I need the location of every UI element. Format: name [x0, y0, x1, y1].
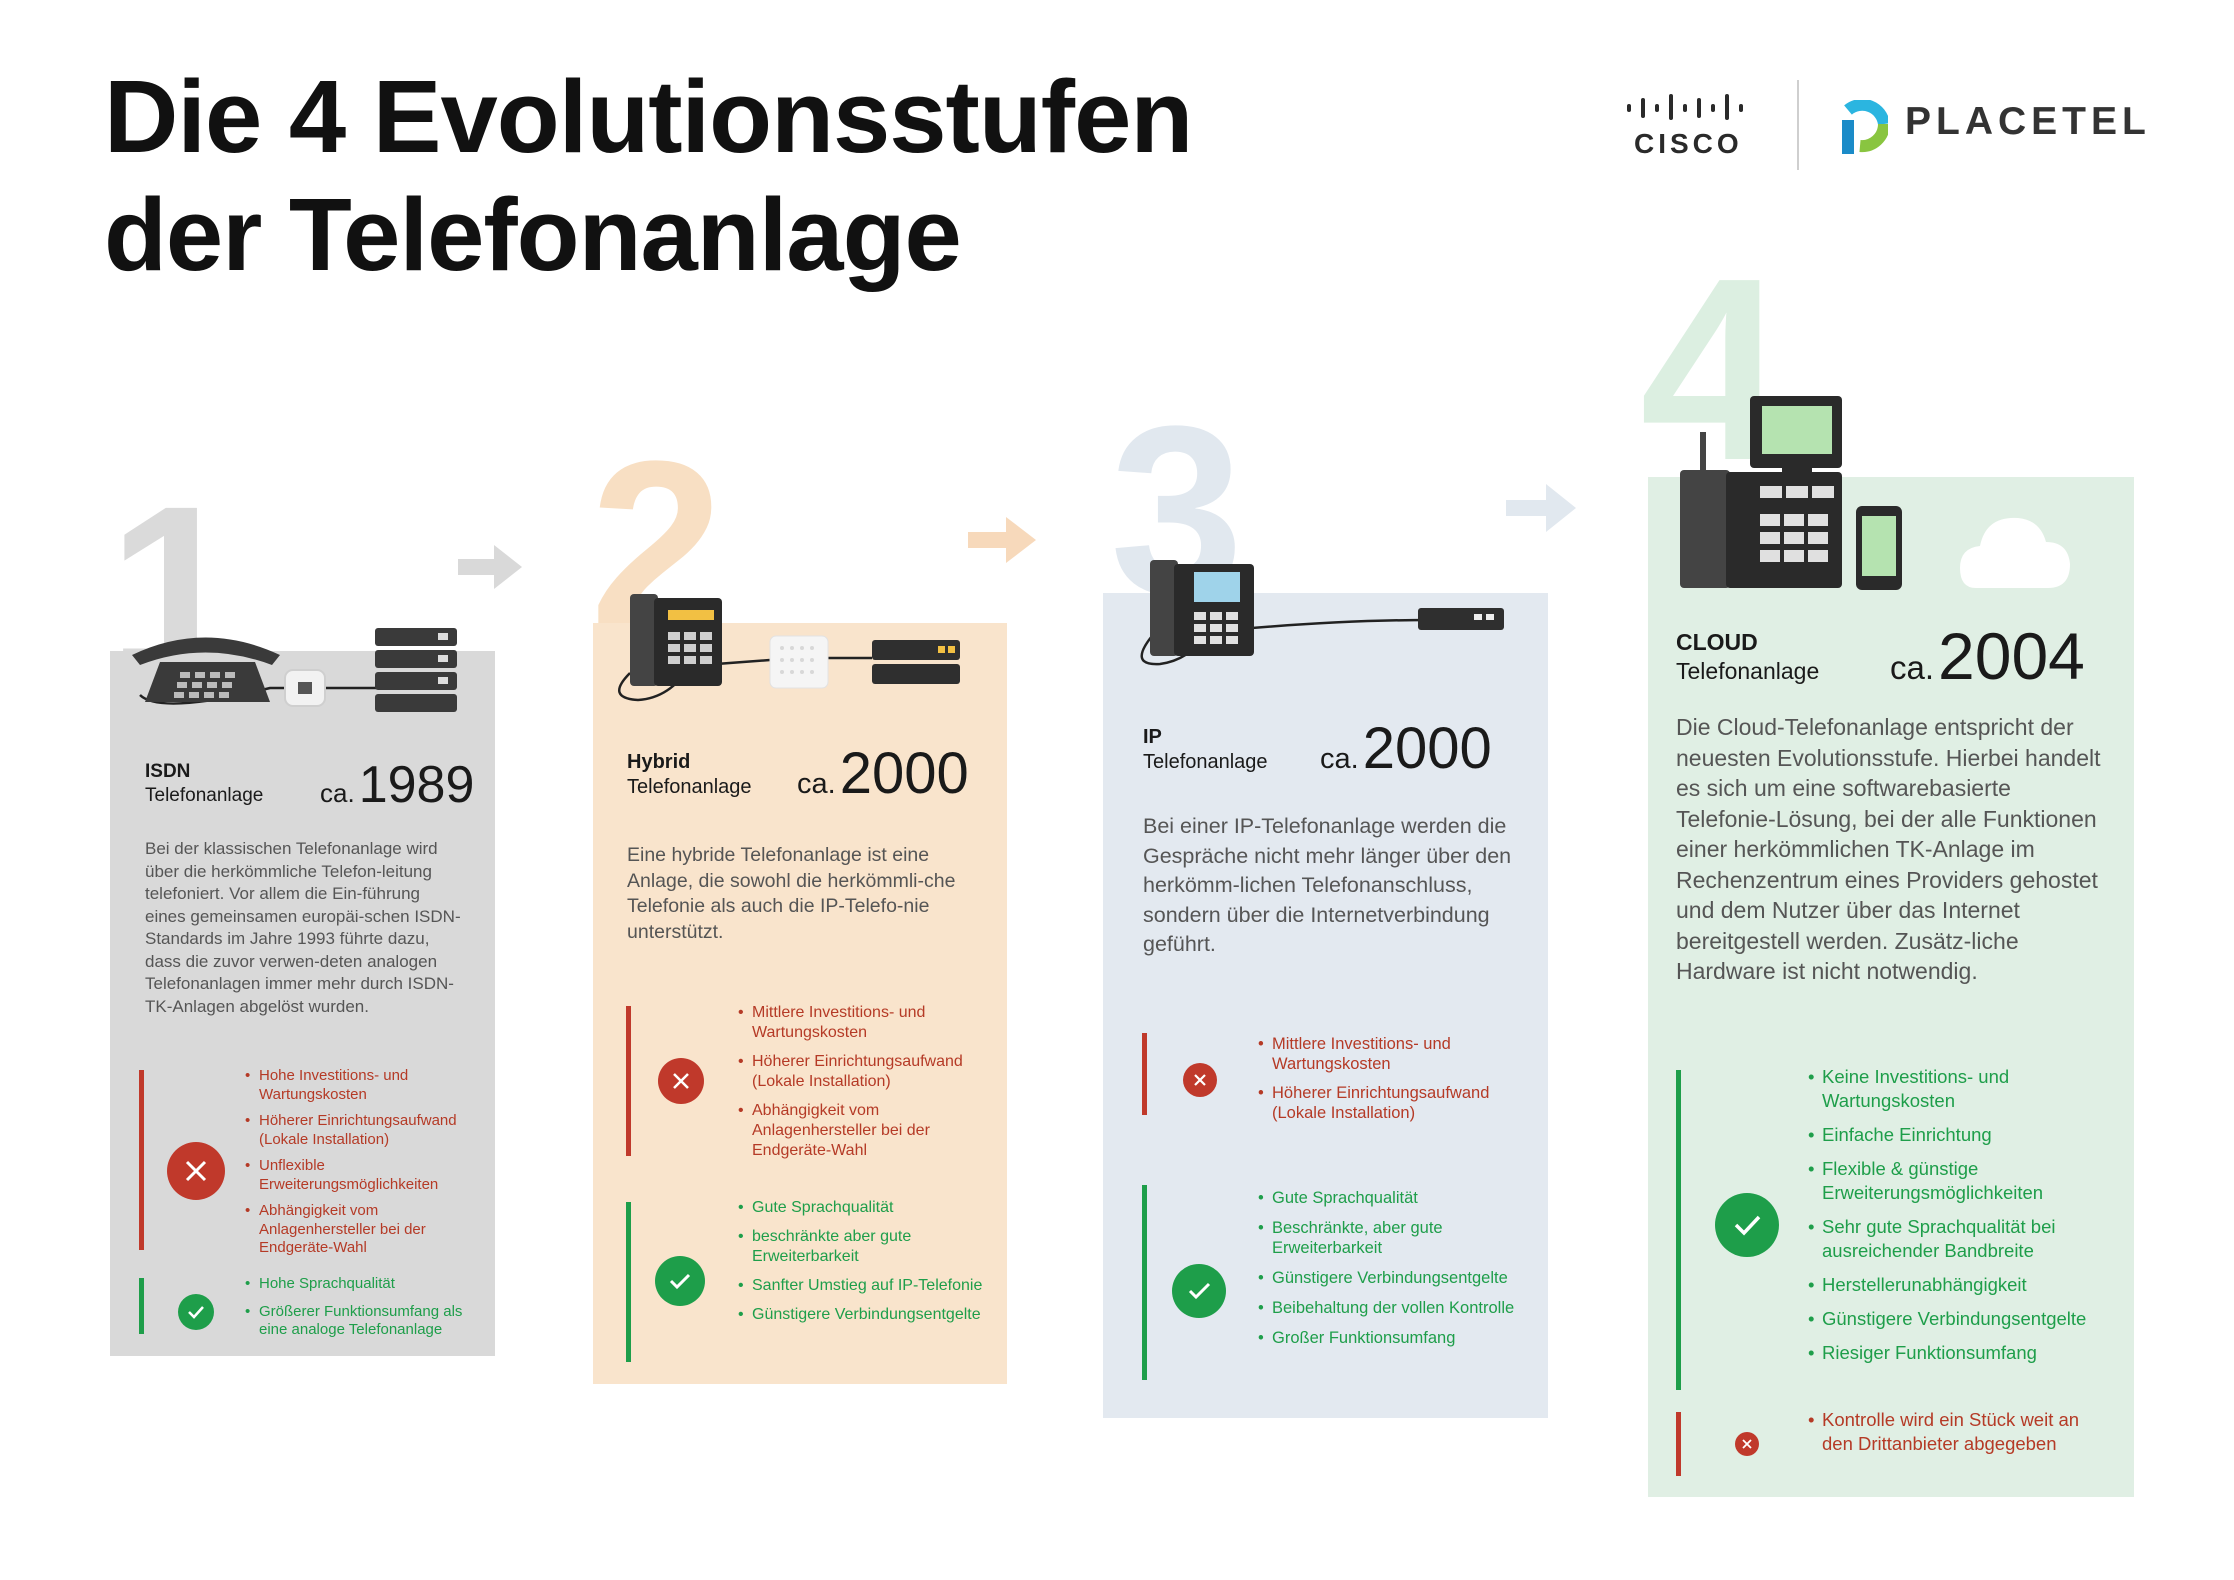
stage-1-pros: Hohe Sprachqualität Größerer Funktionsum… [245, 1275, 485, 1340]
cons-bar [1676, 1412, 1681, 1476]
stage-2-description: Eine hybride Telefonanlage ist eine Anla… [627, 844, 956, 943]
pros-bar [1142, 1185, 1147, 1380]
ca-prefix: ca. [320, 778, 355, 808]
pro-item: Beibehaltung der vollen Kontrolle [1258, 1298, 1528, 1318]
checkmark-icon [1172, 1264, 1226, 1318]
stage-1-year: ca.1989 [320, 755, 474, 815]
stage-1-cons: Hohe Investitions- und Wartungskosten Hö… [245, 1067, 485, 1258]
pro-item: beschränkte aber gute Erweiterbarkeit [738, 1227, 998, 1267]
stage-1-description: Bei der klassischen Telefonanlage wird ü… [145, 839, 461, 1016]
pro-item: Großer Funktionsumfang [1258, 1328, 1528, 1348]
stage-4-name-sub: Telefonanlage [1676, 657, 1820, 684]
stage-3-pros: Gute Sprachqualität Beschränkte, aber gu… [1258, 1188, 1528, 1348]
pros-bar [139, 1278, 144, 1334]
cloud-equipment-illustration [1680, 396, 2070, 590]
title-line-1: Die 4 Evolutionsstufen [104, 59, 1193, 174]
stage-3-year: ca.2000 [1320, 715, 1492, 782]
stage-4-cons: Kontrolle wird ein Stück weit an den Dri… [1808, 1408, 2098, 1456]
con-item: Abhängigkeit vom Anlagenhersteller bei d… [738, 1101, 998, 1161]
placetel-logo-text: PLACETEL [1905, 100, 2151, 143]
checkmark-icon [178, 1294, 214, 1330]
stage-3-label: IP Telefonanlage [1143, 725, 1268, 775]
pro-item: Herstellerunabhängigkeit [1808, 1273, 2108, 1297]
pro-item: Günstigere Verbindungsentgelte [738, 1305, 998, 1325]
pro-item: Beschränkte, aber gute Erweiterbarkeit [1258, 1218, 1528, 1258]
cisco-logo-text: CISCO [1634, 128, 1743, 159]
stage-3-cons: Mittlere Investitions- und Wartungskoste… [1258, 1034, 1528, 1123]
pro-item: Einfache Einrichtung [1808, 1123, 2108, 1147]
stage-4-pros: Keine Investitions- und Wartungskosten E… [1808, 1065, 2108, 1365]
pro-item: Sanfter Umstieg auf IP-Telefonie [738, 1276, 998, 1296]
stage-3-name: IP [1143, 726, 1162, 748]
stage-2-name: Hybrid [627, 751, 691, 773]
pro-item: Flexible & günstige Erweiterungsmöglichk… [1808, 1157, 2108, 1205]
ca-prefix: ca. [797, 768, 836, 800]
cons-bar [139, 1070, 144, 1250]
stage-2-label: Hybrid Telefonanlage [627, 750, 752, 800]
stage-3-year-value: 2000 [1362, 716, 1492, 781]
con-item: Höherer Einrichtungsaufwand (Lokale Inst… [245, 1112, 485, 1149]
pro-item: Gute Sprachqualität [1258, 1188, 1528, 1208]
pros-bar [1676, 1070, 1681, 1390]
logo-divider [1797, 80, 1799, 170]
pro-item: Riesiger Funktionsumfang [1808, 1341, 2108, 1365]
stage-4-name: CLOUD [1676, 629, 1758, 655]
con-item: Unflexible Erweiterungsmöglichkeiten [245, 1157, 485, 1194]
stage-1-name-sub: Telefonanlage [145, 784, 264, 806]
isdn-equipment-illustration [132, 628, 457, 712]
cisco-logo-icon [1627, 94, 1743, 120]
pro-item: Günstigere Verbindungsentgelte [1808, 1307, 2108, 1331]
stage-2-year-value: 2000 [839, 741, 969, 806]
ca-prefix: ca. [1890, 649, 1935, 686]
stage-1-name: ISDN [145, 761, 191, 782]
stage-1-label: ISDN Telefonanlage [145, 760, 263, 808]
con-item: Kontrolle wird ein Stück weit an den Dri… [1808, 1408, 2098, 1456]
con-item: Hohe Investitions- und Wartungskosten [245, 1067, 485, 1104]
stage-1-year-value: 1989 [358, 756, 475, 814]
con-item: Mittlere Investitions- und Wartungskoste… [1258, 1034, 1528, 1074]
stage-2-pros: Gute Sprachqualität beschränkte aber gut… [738, 1198, 998, 1325]
hybrid-equipment-illustration [618, 594, 960, 702]
pro-item: Gute Sprachqualität [738, 1198, 998, 1218]
stage-4-year-value: 2004 [1938, 619, 2085, 693]
con-item: Höherer Einrichtungsaufwand (Lokale Inst… [1258, 1083, 1528, 1123]
arrow-right-icon [1506, 484, 1576, 532]
checkmark-icon [655, 1256, 705, 1306]
con-item: Abhängigkeit vom Anlagenhersteller bei d… [245, 1202, 485, 1258]
cross-icon [1183, 1063, 1217, 1097]
stage-4-year: ca.2004 [1890, 618, 2085, 694]
cons-bar [626, 1006, 631, 1156]
pro-item: Sehr gute Sprachqualität bei ausreichend… [1808, 1215, 2108, 1263]
stage-4-description: Die Cloud-Telefonanlage entspricht der n… [1676, 714, 2101, 984]
arrow-right-icon [458, 545, 522, 589]
pros-bar [626, 1202, 631, 1362]
pro-item: Hohe Sprachqualität [245, 1275, 485, 1294]
pro-item: Größerer Funktionsumfang als eine analog… [245, 1303, 485, 1340]
stage-4-label: CLOUD Telefonanlage [1676, 628, 1819, 686]
checkmark-icon [1715, 1193, 1779, 1257]
cross-icon [167, 1142, 225, 1200]
con-item: Höherer Einrichtungsaufwand (Lokale Inst… [738, 1052, 998, 1092]
arrow-right-icon [968, 517, 1036, 563]
ca-prefix: ca. [1320, 743, 1359, 775]
pro-item: Günstigere Verbindungsentgelte [1258, 1268, 1528, 1288]
page-title: Die 4 Evolutionsstufen der Telefonanlage [104, 58, 1193, 294]
stage-2-cons: Mittlere Investitions- und Wartungskoste… [738, 1003, 998, 1161]
title-line-2: der Telefonanlage [104, 177, 962, 292]
stage-3-description: Bei einer IP-Telefonanlage werden die Ge… [1143, 814, 1512, 956]
stage-2-year: ca.2000 [797, 740, 969, 807]
cross-icon [1735, 1432, 1759, 1456]
cross-icon [658, 1058, 704, 1104]
con-item: Mittlere Investitions- und Wartungskoste… [738, 1003, 998, 1043]
stage-2-name-sub: Telefonanlage [627, 776, 752, 798]
logo-area: CISCO PLACETEL [1620, 80, 2146, 172]
ip-equipment-illustration [1140, 560, 1504, 666]
placetel-logo-icon [1842, 100, 1888, 154]
cons-bar [1142, 1033, 1147, 1115]
pro-item: Keine Investitions- und Wartungskosten [1808, 1065, 2108, 1113]
stage-3-name-sub: Telefonanlage [1143, 751, 1268, 773]
